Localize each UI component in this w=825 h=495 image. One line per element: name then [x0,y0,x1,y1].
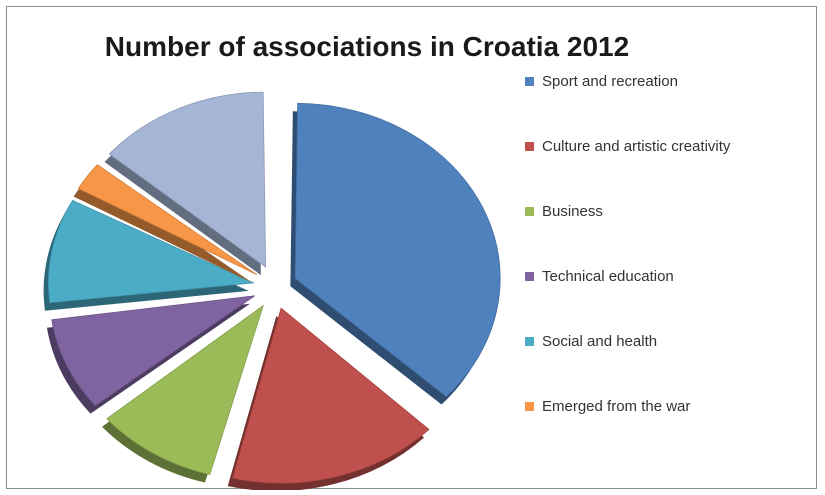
legend-label: Emerged from the war [542,398,691,415]
pie-chart [43,91,501,490]
pie-slice-face [106,304,264,476]
pie-slice-face [232,307,430,484]
chart-frame: Number of associations in Croatia 2012 S… [6,6,817,490]
legend-label: Social and health [542,333,658,350]
legend-item: Culture and artistic creativity [525,138,815,203]
chart-legend: Sport and recreation Culture and artistic… [525,73,815,463]
pie-slice-4 [46,295,256,414]
pie-slice-6 [73,164,258,283]
pie-slice-face [51,295,256,407]
legend-swatch [525,402,534,411]
legend-item: Emerged from the war [525,398,815,463]
legend-swatch [525,337,534,346]
legend-swatch [525,77,534,86]
legend-label: Business [542,203,603,220]
pie-slice-5 [43,199,255,311]
pie-slice-2 [227,307,430,490]
legend-label: Sport and recreation [542,73,678,90]
legend-label: Culture and artistic creativity [542,138,731,155]
legend-swatch [525,142,534,151]
legend-item: Business [525,203,815,268]
legend-item: Sport and recreation [525,73,815,138]
legend-item: Social and health [525,333,815,398]
pie-slice-3 [102,304,264,483]
pie-slice-face [108,91,267,268]
legend-label: Technical education [542,268,674,285]
pie-slice-face [77,164,258,275]
pie-slice-face [294,102,501,398]
pie-slice-1 [290,102,501,405]
legend-swatch [525,272,534,281]
pie-slice-7 [104,91,267,276]
legend-swatch [525,207,534,216]
pie-slice-face [47,199,255,304]
legend-item: Technical education [525,268,815,333]
chart-title: Number of associations in Croatia 2012 [104,31,630,62]
